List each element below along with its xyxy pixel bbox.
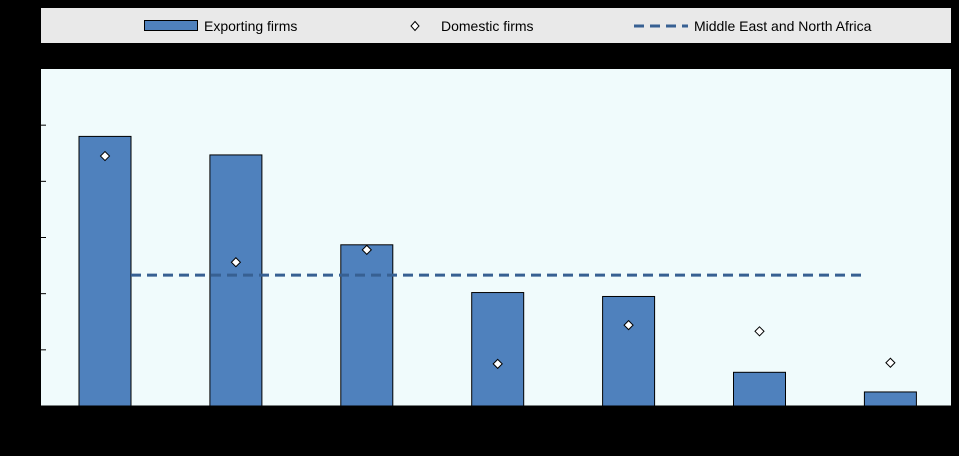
domestic-firms-marker — [885, 357, 896, 368]
legend-item-exporting-firms: Exporting firms — [144, 8, 297, 43]
legend-label-exporting-firms: Exporting firms — [204, 17, 298, 34]
legend-item-middle-east-north-africa: Middle East and North Africa — [634, 8, 871, 43]
domestic-firms-marker — [492, 358, 503, 370]
dashed-line-swatch-icon — [634, 24, 688, 27]
exporting-firms-bar — [863, 391, 917, 407]
exporting-firms-bar — [471, 292, 525, 407]
legend-label-middle-east-north-africa: Middle East and North Africa — [694, 17, 872, 34]
domestic-firms-marker — [623, 319, 634, 331]
legend-bar-swatch — [144, 20, 198, 31]
exporting-firms-bar — [78, 135, 132, 407]
diamond-marker-icon — [410, 20, 420, 31]
exporting-firms-bar — [209, 154, 263, 407]
exporting-firms-bar — [340, 244, 394, 407]
domestic-firms-marker — [99, 150, 111, 162]
chart-legend: Exporting firms Domestic firms Middle Ea… — [41, 8, 951, 43]
domestic-firms-marker — [754, 326, 765, 337]
exporting-firms-bar — [602, 295, 656, 407]
domestic-firms-marker — [230, 257, 242, 268]
domestic-firms-marker — [361, 244, 373, 256]
exporting-firms-bar — [733, 371, 786, 407]
legend-item-domestic-firms: Domestic firms — [407, 8, 534, 43]
legend-label-domestic-firms: Domestic firms — [441, 17, 534, 34]
